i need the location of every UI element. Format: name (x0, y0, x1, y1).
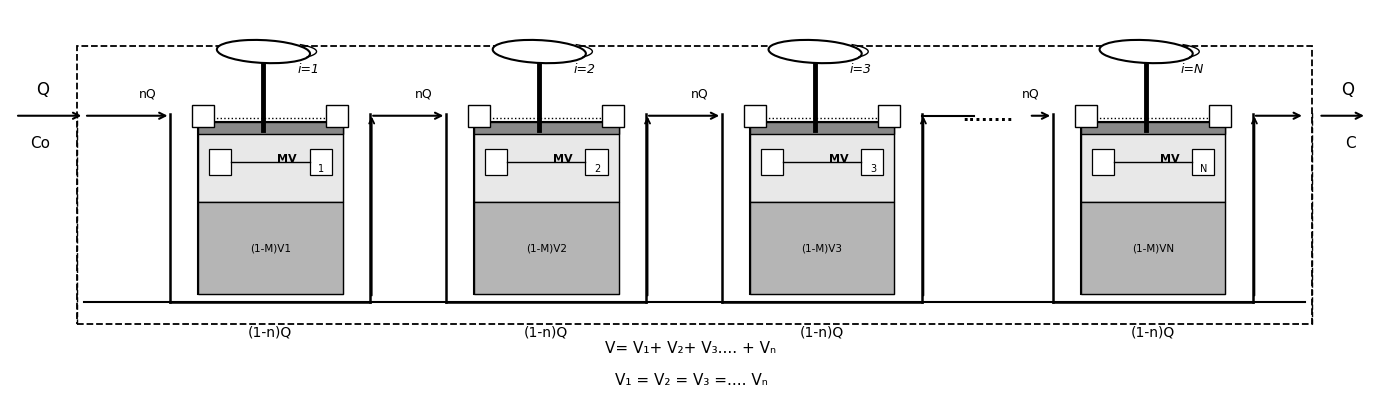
Bar (744, 105, 766, 127)
Bar (1081, 122, 1226, 202)
Bar (326, 105, 348, 127)
Text: MV: MV (829, 154, 849, 164)
Bar (198, 122, 343, 134)
Text: nQ: nQ (1021, 87, 1039, 100)
Text: nQ: nQ (691, 87, 708, 100)
Bar (1081, 202, 1226, 294)
Bar (198, 122, 343, 202)
Text: 1: 1 (318, 164, 325, 174)
Text: 3: 3 (871, 164, 876, 174)
Bar (1081, 122, 1226, 294)
Bar (77, 46, 1312, 324)
Bar (749, 122, 894, 202)
Text: C: C (1345, 136, 1356, 152)
Text: (1-n)Q: (1-n)Q (249, 325, 293, 339)
Bar (209, 149, 231, 175)
Text: N: N (1201, 164, 1208, 174)
Bar (749, 122, 894, 134)
Bar (1075, 105, 1097, 127)
Bar (198, 122, 343, 294)
Bar (485, 149, 507, 175)
Text: i=1: i=1 (299, 63, 319, 76)
Ellipse shape (768, 40, 862, 63)
Ellipse shape (217, 40, 310, 63)
Text: nQ: nQ (138, 87, 156, 100)
Text: Q: Q (1341, 81, 1354, 99)
Text: Co: Co (30, 136, 50, 152)
Ellipse shape (493, 40, 586, 63)
Bar (861, 149, 883, 175)
Bar (1209, 105, 1231, 127)
Bar (468, 105, 491, 127)
Text: i=2: i=2 (574, 63, 596, 76)
Bar (198, 202, 343, 294)
Text: nQ: nQ (415, 87, 433, 100)
Bar (586, 149, 608, 175)
Text: i=N: i=N (1180, 63, 1204, 76)
Text: 2: 2 (594, 164, 600, 174)
Bar (192, 105, 214, 127)
Bar (1193, 149, 1215, 175)
Bar (474, 122, 619, 134)
Text: (1-n)Q: (1-n)Q (800, 325, 844, 339)
Text: (1-M)VN: (1-M)VN (1132, 243, 1175, 253)
Ellipse shape (1100, 40, 1193, 63)
Text: (1-M)V2: (1-M)V2 (525, 243, 567, 253)
Bar (603, 105, 625, 127)
Bar (474, 202, 619, 294)
Text: (1-M)V1: (1-M)V1 (250, 243, 290, 253)
Bar (749, 202, 894, 294)
Bar (1092, 149, 1114, 175)
Text: V= V₁+ V₂+ V₃.... + Vₙ: V= V₁+ V₂+ V₃.... + Vₙ (605, 341, 777, 356)
Bar (760, 149, 782, 175)
Bar (749, 122, 894, 294)
Text: (1-M)V3: (1-M)V3 (802, 243, 843, 253)
Text: MV: MV (553, 154, 572, 164)
Bar (878, 105, 900, 127)
Text: i=3: i=3 (850, 63, 872, 76)
Bar (474, 122, 619, 202)
Text: V₁ = V₂ = V₃ =.... Vₙ: V₁ = V₂ = V₃ =.... Vₙ (615, 373, 767, 388)
Bar (310, 149, 332, 175)
Bar (1081, 122, 1226, 134)
Text: MV: MV (276, 154, 297, 164)
Text: Q: Q (36, 81, 50, 99)
Text: MV: MV (1159, 154, 1179, 164)
Text: (1-n)Q: (1-n)Q (1130, 325, 1175, 339)
Text: (1-n)Q: (1-n)Q (524, 325, 568, 339)
Text: ........: ........ (962, 107, 1013, 125)
Bar (474, 122, 619, 294)
